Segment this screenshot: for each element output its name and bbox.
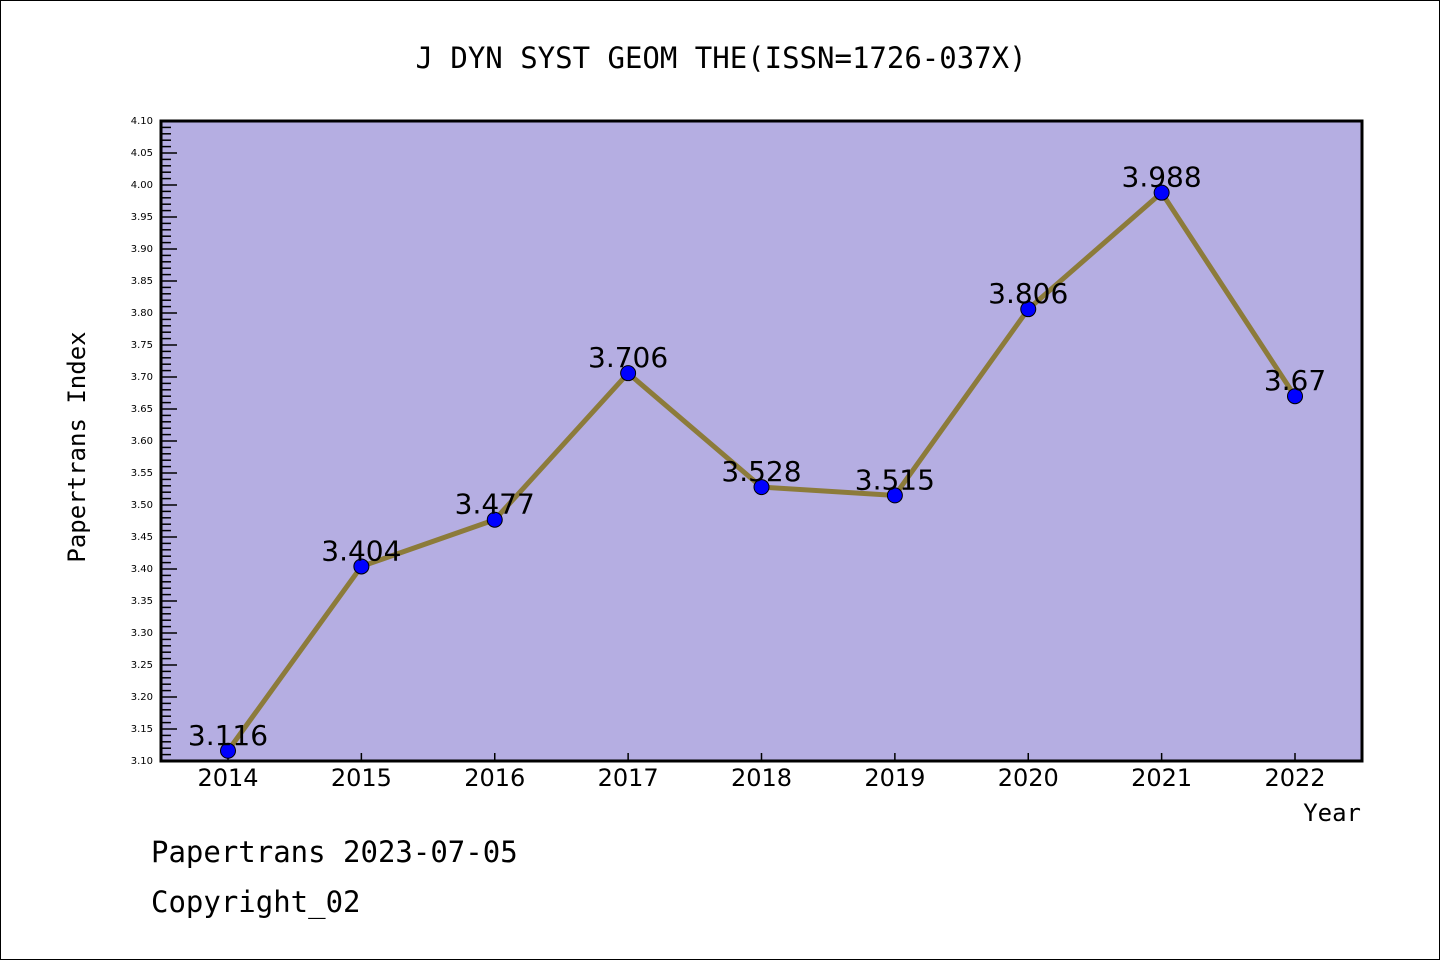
y-tick-label: 3.90 (131, 244, 153, 255)
x-tick-label: 2021 (1131, 764, 1192, 792)
data-point (353, 558, 370, 575)
data-label: 3.404 (321, 534, 401, 567)
x-tick-label: 2016 (464, 764, 525, 792)
data-label: 3.528 (721, 455, 801, 488)
x-tick-label: 2019 (864, 764, 925, 792)
y-tick-label: 3.10 (131, 756, 153, 767)
y-tick-label: 3.60 (131, 436, 153, 447)
y-tick-label: 3.50 (131, 500, 153, 511)
data-point (886, 487, 903, 504)
y-tick-label: 3.35 (131, 596, 153, 607)
footer-copyright: Copyright_02 (151, 885, 361, 919)
chart-title: J DYN SYST GEOM THE(ISSN=1726-037X) (415, 41, 1026, 75)
data-point (753, 479, 770, 496)
y-tick-label: 3.65 (131, 404, 153, 415)
y-tick-label: 4.05 (131, 148, 153, 159)
data-point (220, 742, 236, 759)
y-tick-label: 3.25 (131, 660, 153, 671)
x-tick-label: 2018 (731, 764, 792, 792)
y-tick-label: 3.40 (131, 564, 153, 575)
plot-frame (159, 119, 1364, 763)
plot-area (161, 121, 1362, 761)
data-label: 3.477 (455, 488, 535, 521)
data-label: 3.515 (855, 463, 935, 496)
data-label: 3.67 (1264, 364, 1326, 397)
data-point (1020, 301, 1037, 318)
y-tick-label: 3.15 (131, 724, 153, 735)
data-point (486, 511, 503, 528)
x-axis-label: Year (1303, 799, 1361, 827)
x-tick-label: 2017 (598, 764, 659, 792)
y-axis-label: Papertrans Index (63, 331, 91, 562)
y-tick-label: 3.75 (131, 340, 153, 351)
x-tick-label: 2014 (197, 764, 258, 792)
data-label: 3.706 (588, 341, 668, 374)
y-tick-label: 3.45 (131, 532, 153, 543)
data-point (620, 365, 637, 382)
data-point (1287, 388, 1303, 405)
y-tick-label: 3.55 (131, 468, 153, 479)
x-tick-label: 2015 (331, 764, 392, 792)
y-tick-label: 3.30 (131, 628, 153, 639)
footer-date: Papertrans 2023-07-05 (151, 835, 518, 869)
x-tick-label: 2022 (1264, 764, 1325, 792)
x-tick-label: 2020 (998, 764, 1059, 792)
data-label: 3.988 (1122, 161, 1202, 194)
data-label: 3.116 (188, 719, 268, 752)
y-tick-label: 4.10 (131, 116, 153, 127)
y-tick-label: 3.80 (131, 308, 153, 319)
y-tick-label: 4.00 (131, 180, 153, 191)
y-tick-label: 3.70 (131, 372, 153, 383)
data-label: 3.806 (988, 277, 1068, 310)
y-tick-label: 3.20 (131, 692, 153, 703)
y-tick-label: 3.85 (131, 276, 153, 287)
data-point (1153, 184, 1170, 201)
y-tick-label: 3.95 (131, 212, 153, 223)
